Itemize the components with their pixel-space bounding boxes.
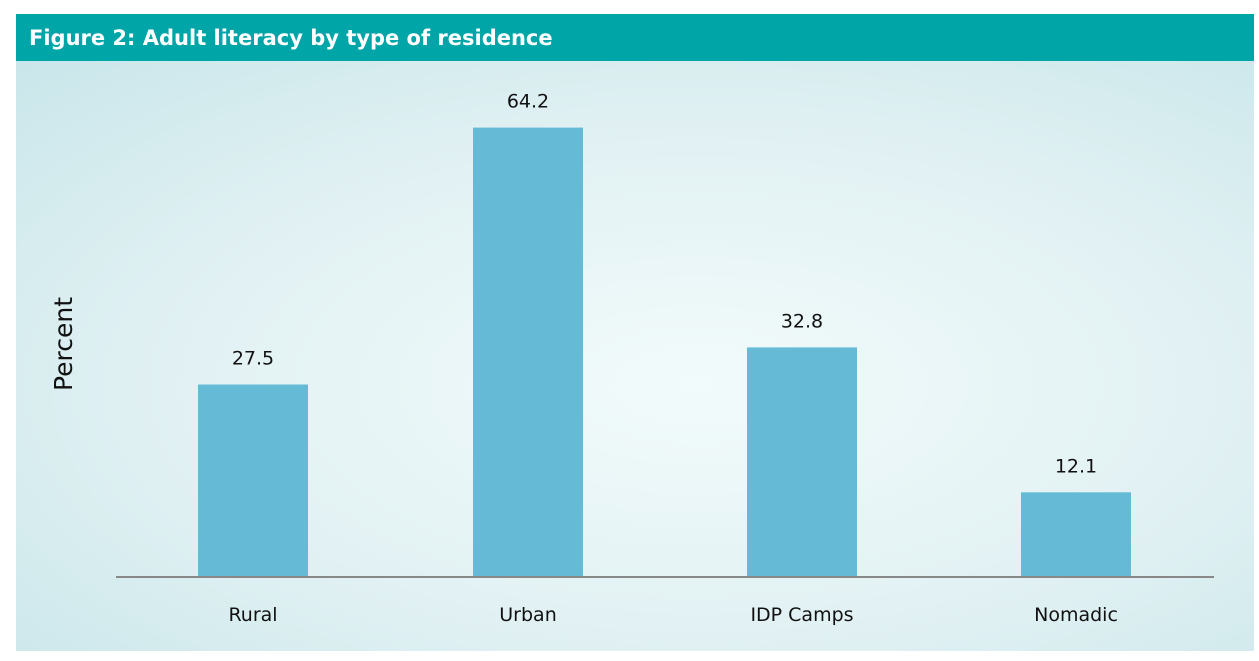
bar-chart-svg: 27.5 64.2 32.8 12.1 Rural Urban IDP Camps Noma… bbox=[49, 91, 1214, 626]
category-label-urban: Urban bbox=[499, 604, 556, 626]
chart-figure: Figure 2: Adult literacy by type of resi… bbox=[16, 14, 1254, 651]
value-labels-group: 27.5 64.2 32.8 12.1 bbox=[232, 91, 1097, 478]
y-axis-title: Percent bbox=[49, 297, 78, 391]
chart-title: Figure 2: Adult literacy by type of resi… bbox=[29, 25, 553, 50]
bar-urban bbox=[473, 127, 583, 577]
plot-area: 27.5 64.2 32.8 12.1 Rural Urban IDP Camps Noma… bbox=[16, 61, 1254, 651]
value-label-rural: 27.5 bbox=[232, 348, 274, 370]
chart-title-bar: Figure 2: Adult literacy by type of resi… bbox=[16, 14, 1254, 61]
value-label-nomadic: 12.1 bbox=[1055, 455, 1097, 477]
category-labels-group: Rural Urban IDP Camps Nomadic bbox=[228, 604, 1117, 626]
category-label-idp-camps: IDP Camps bbox=[750, 604, 853, 626]
value-label-idp-camps: 32.8 bbox=[781, 310, 823, 332]
bar-idp-camps bbox=[747, 347, 857, 577]
category-label-rural: Rural bbox=[228, 604, 277, 626]
value-label-urban: 64.2 bbox=[507, 91, 549, 113]
bar-rural bbox=[198, 384, 308, 577]
bars-group bbox=[198, 127, 1131, 577]
bar-nomadic bbox=[1021, 492, 1131, 577]
category-label-nomadic: Nomadic bbox=[1034, 604, 1118, 626]
